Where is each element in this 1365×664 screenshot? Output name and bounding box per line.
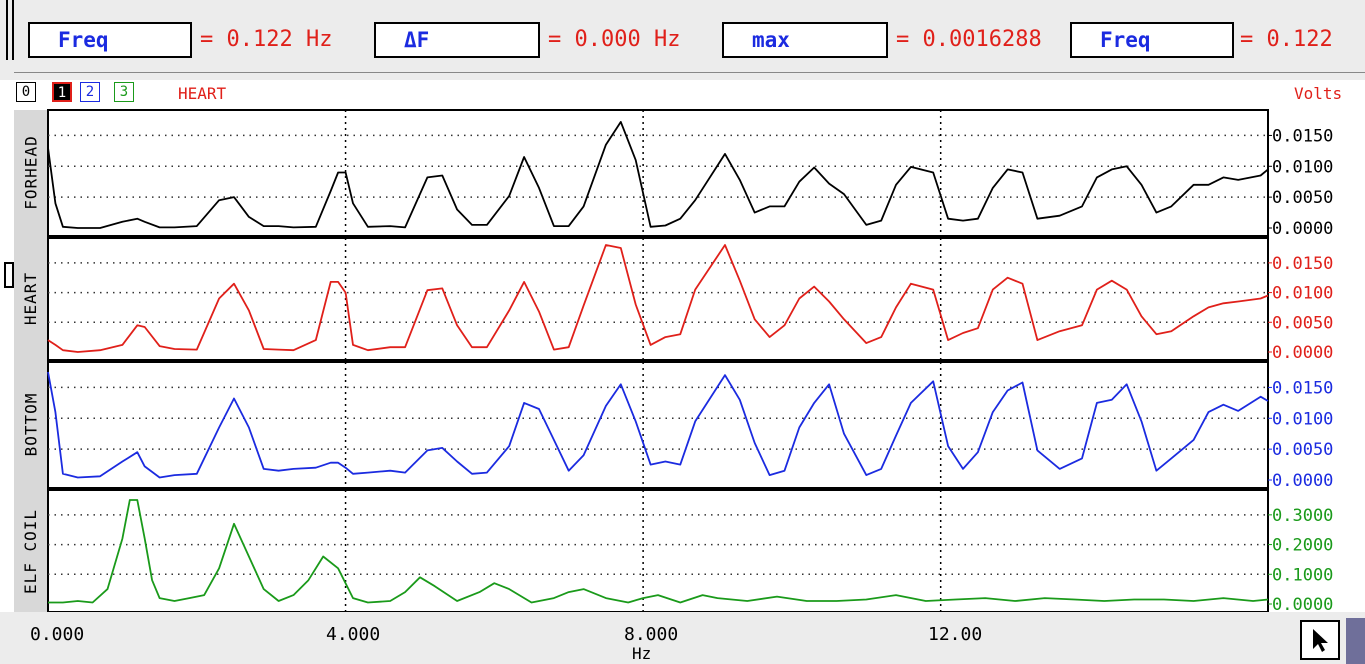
- y-tick-bottom-0: 0.0150: [1272, 378, 1333, 398]
- window-edge: [6, 0, 8, 60]
- x-tick-0: 0.000: [30, 624, 85, 645]
- channel-select-0[interactable]: 0: [16, 82, 36, 102]
- y-tick-bottom-1: 0.0100: [1272, 409, 1333, 429]
- series-line-forhead: [47, 121, 1269, 229]
- measurement-value-4: = 0.122: [1240, 27, 1333, 52]
- measurement-value-2: = 0.000 Hz: [548, 27, 681, 52]
- x-tick-4: 4.000: [326, 624, 381, 645]
- panel-heart: [47, 237, 1269, 361]
- panel-forhead: [47, 109, 1269, 237]
- measurement-value-3: = 0.0016288: [896, 27, 1042, 52]
- y-tick-elf-coil-2: 0.1000: [1272, 565, 1333, 585]
- measurement-selector-1[interactable]: Freq: [28, 22, 192, 58]
- x-axis-label: Hz: [632, 644, 652, 663]
- y-tick-heart-1: 0.0100: [1272, 284, 1333, 304]
- separator: [14, 72, 1365, 73]
- x-tick-12: 12.00: [928, 624, 983, 645]
- x-tick-8: 8.000: [624, 624, 679, 645]
- panel-elf-coil: [47, 489, 1269, 613]
- y-tick-forhead-3: 0.0000: [1272, 219, 1333, 239]
- window-edge: [12, 0, 14, 60]
- arrow-cursor-icon: [1313, 629, 1328, 652]
- y-tick-elf-coil-0: 0.3000: [1272, 506, 1333, 526]
- y-tick-elf-coil-1: 0.2000: [1272, 536, 1333, 556]
- x-axis-bar: [0, 612, 1365, 664]
- y-tick-heart-2: 0.0050: [1272, 313, 1333, 333]
- y-tick-forhead-0: 0.0150: [1272, 126, 1333, 146]
- measurement-value-1: = 0.122 Hz: [200, 27, 333, 52]
- y-tick-bottom-2: 0.0050: [1272, 440, 1333, 460]
- pointer-tool-button[interactable]: [1300, 620, 1340, 660]
- series-line-heart: [47, 244, 1269, 353]
- series-line-bottom: [47, 371, 1269, 479]
- units-label: Volts: [1294, 84, 1343, 103]
- y-tick-elf-coil-3: 0.0000: [1272, 595, 1333, 615]
- y-tick-forhead-2: 0.0050: [1272, 188, 1333, 208]
- measurement-selector-4[interactable]: Freq: [1070, 22, 1234, 58]
- right-edge-block: [1346, 618, 1365, 664]
- y-tick-heart-3: 0.0000: [1272, 343, 1333, 363]
- y-tick-heart-0: 0.0150: [1272, 254, 1333, 274]
- measurement-selector-3[interactable]: max: [722, 22, 888, 58]
- channel-select-2[interactable]: 2: [80, 82, 100, 102]
- y-tick-bottom-3: 0.0000: [1272, 471, 1333, 491]
- channel-select-3[interactable]: 3: [114, 82, 134, 102]
- channel-sidebar: [14, 110, 48, 612]
- panel-bottom: [47, 361, 1269, 489]
- measurement-selector-2[interactable]: ΔF: [374, 22, 540, 58]
- active-channel-label: HEART: [178, 84, 227, 103]
- series-line-elf-coil: [48, 499, 1269, 604]
- y-tick-forhead-1: 0.0100: [1272, 157, 1333, 177]
- left-handle: [4, 262, 14, 288]
- channel-select-1[interactable]: 1: [52, 82, 72, 102]
